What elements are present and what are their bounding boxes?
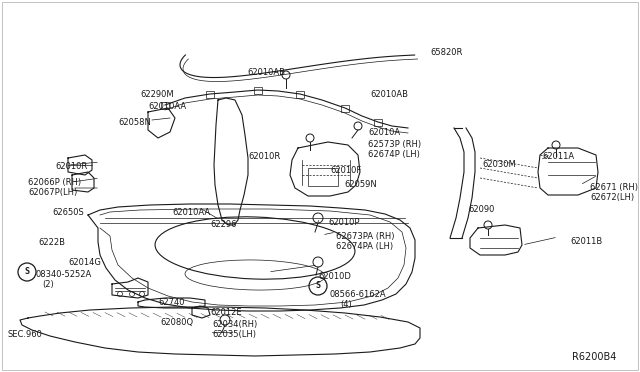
Text: 62067P(LH): 62067P(LH) xyxy=(28,188,77,197)
Text: 62059N: 62059N xyxy=(344,180,377,189)
Text: 62034(RH): 62034(RH) xyxy=(212,320,257,329)
Text: 62058N: 62058N xyxy=(118,118,151,127)
Bar xyxy=(374,119,382,126)
Text: 62010AB: 62010AB xyxy=(247,68,285,77)
Text: 62010AA: 62010AA xyxy=(172,208,210,217)
Text: 62010AA: 62010AA xyxy=(148,102,186,111)
Text: 62673PA (RH): 62673PA (RH) xyxy=(336,232,394,241)
Text: 6222B: 6222B xyxy=(38,238,65,247)
Text: 08340-5252A: 08340-5252A xyxy=(35,270,92,279)
Text: (4): (4) xyxy=(340,300,352,309)
Text: (2): (2) xyxy=(42,280,54,289)
Text: S: S xyxy=(24,267,29,276)
Text: 62012E: 62012E xyxy=(210,308,242,317)
Text: SEC.960: SEC.960 xyxy=(8,330,43,339)
Text: 62296: 62296 xyxy=(210,220,237,229)
Text: 62010D: 62010D xyxy=(318,272,351,281)
Text: 62011A: 62011A xyxy=(542,152,574,161)
Text: R6200B4: R6200B4 xyxy=(572,352,616,362)
Text: 62014G: 62014G xyxy=(68,258,101,267)
Bar xyxy=(296,91,304,98)
Text: 62650S: 62650S xyxy=(52,208,84,217)
Bar xyxy=(161,102,169,109)
Text: 62080Q: 62080Q xyxy=(160,318,193,327)
Bar xyxy=(341,105,349,112)
Text: 62010F: 62010F xyxy=(330,166,361,175)
Text: 62090: 62090 xyxy=(468,205,494,214)
Text: 62010R: 62010R xyxy=(248,152,280,161)
Text: 62066P (RH): 62066P (RH) xyxy=(28,178,81,187)
Text: 62674PA (LH): 62674PA (LH) xyxy=(336,242,393,251)
Text: 62672(LH): 62672(LH) xyxy=(590,193,634,202)
Text: 62010R: 62010R xyxy=(55,162,87,171)
Bar xyxy=(206,91,214,98)
Bar xyxy=(308,168,338,186)
Text: 62010A: 62010A xyxy=(368,128,400,137)
Text: 62010P: 62010P xyxy=(328,218,360,227)
Text: 62010AB: 62010AB xyxy=(370,90,408,99)
Bar xyxy=(254,87,262,94)
Text: 62671 (RH): 62671 (RH) xyxy=(590,183,638,192)
Text: 62035(LH): 62035(LH) xyxy=(212,330,256,339)
Text: 62740: 62740 xyxy=(158,298,184,307)
Text: 62573P (RH): 62573P (RH) xyxy=(368,140,421,149)
Text: 62011B: 62011B xyxy=(570,237,602,246)
Text: 08566-6162A: 08566-6162A xyxy=(330,290,387,299)
Text: 65820R: 65820R xyxy=(430,48,462,57)
Text: 62674P (LH): 62674P (LH) xyxy=(368,150,420,159)
Text: 62290M: 62290M xyxy=(140,90,173,99)
Text: S: S xyxy=(316,282,321,291)
Text: 62030M: 62030M xyxy=(482,160,516,169)
